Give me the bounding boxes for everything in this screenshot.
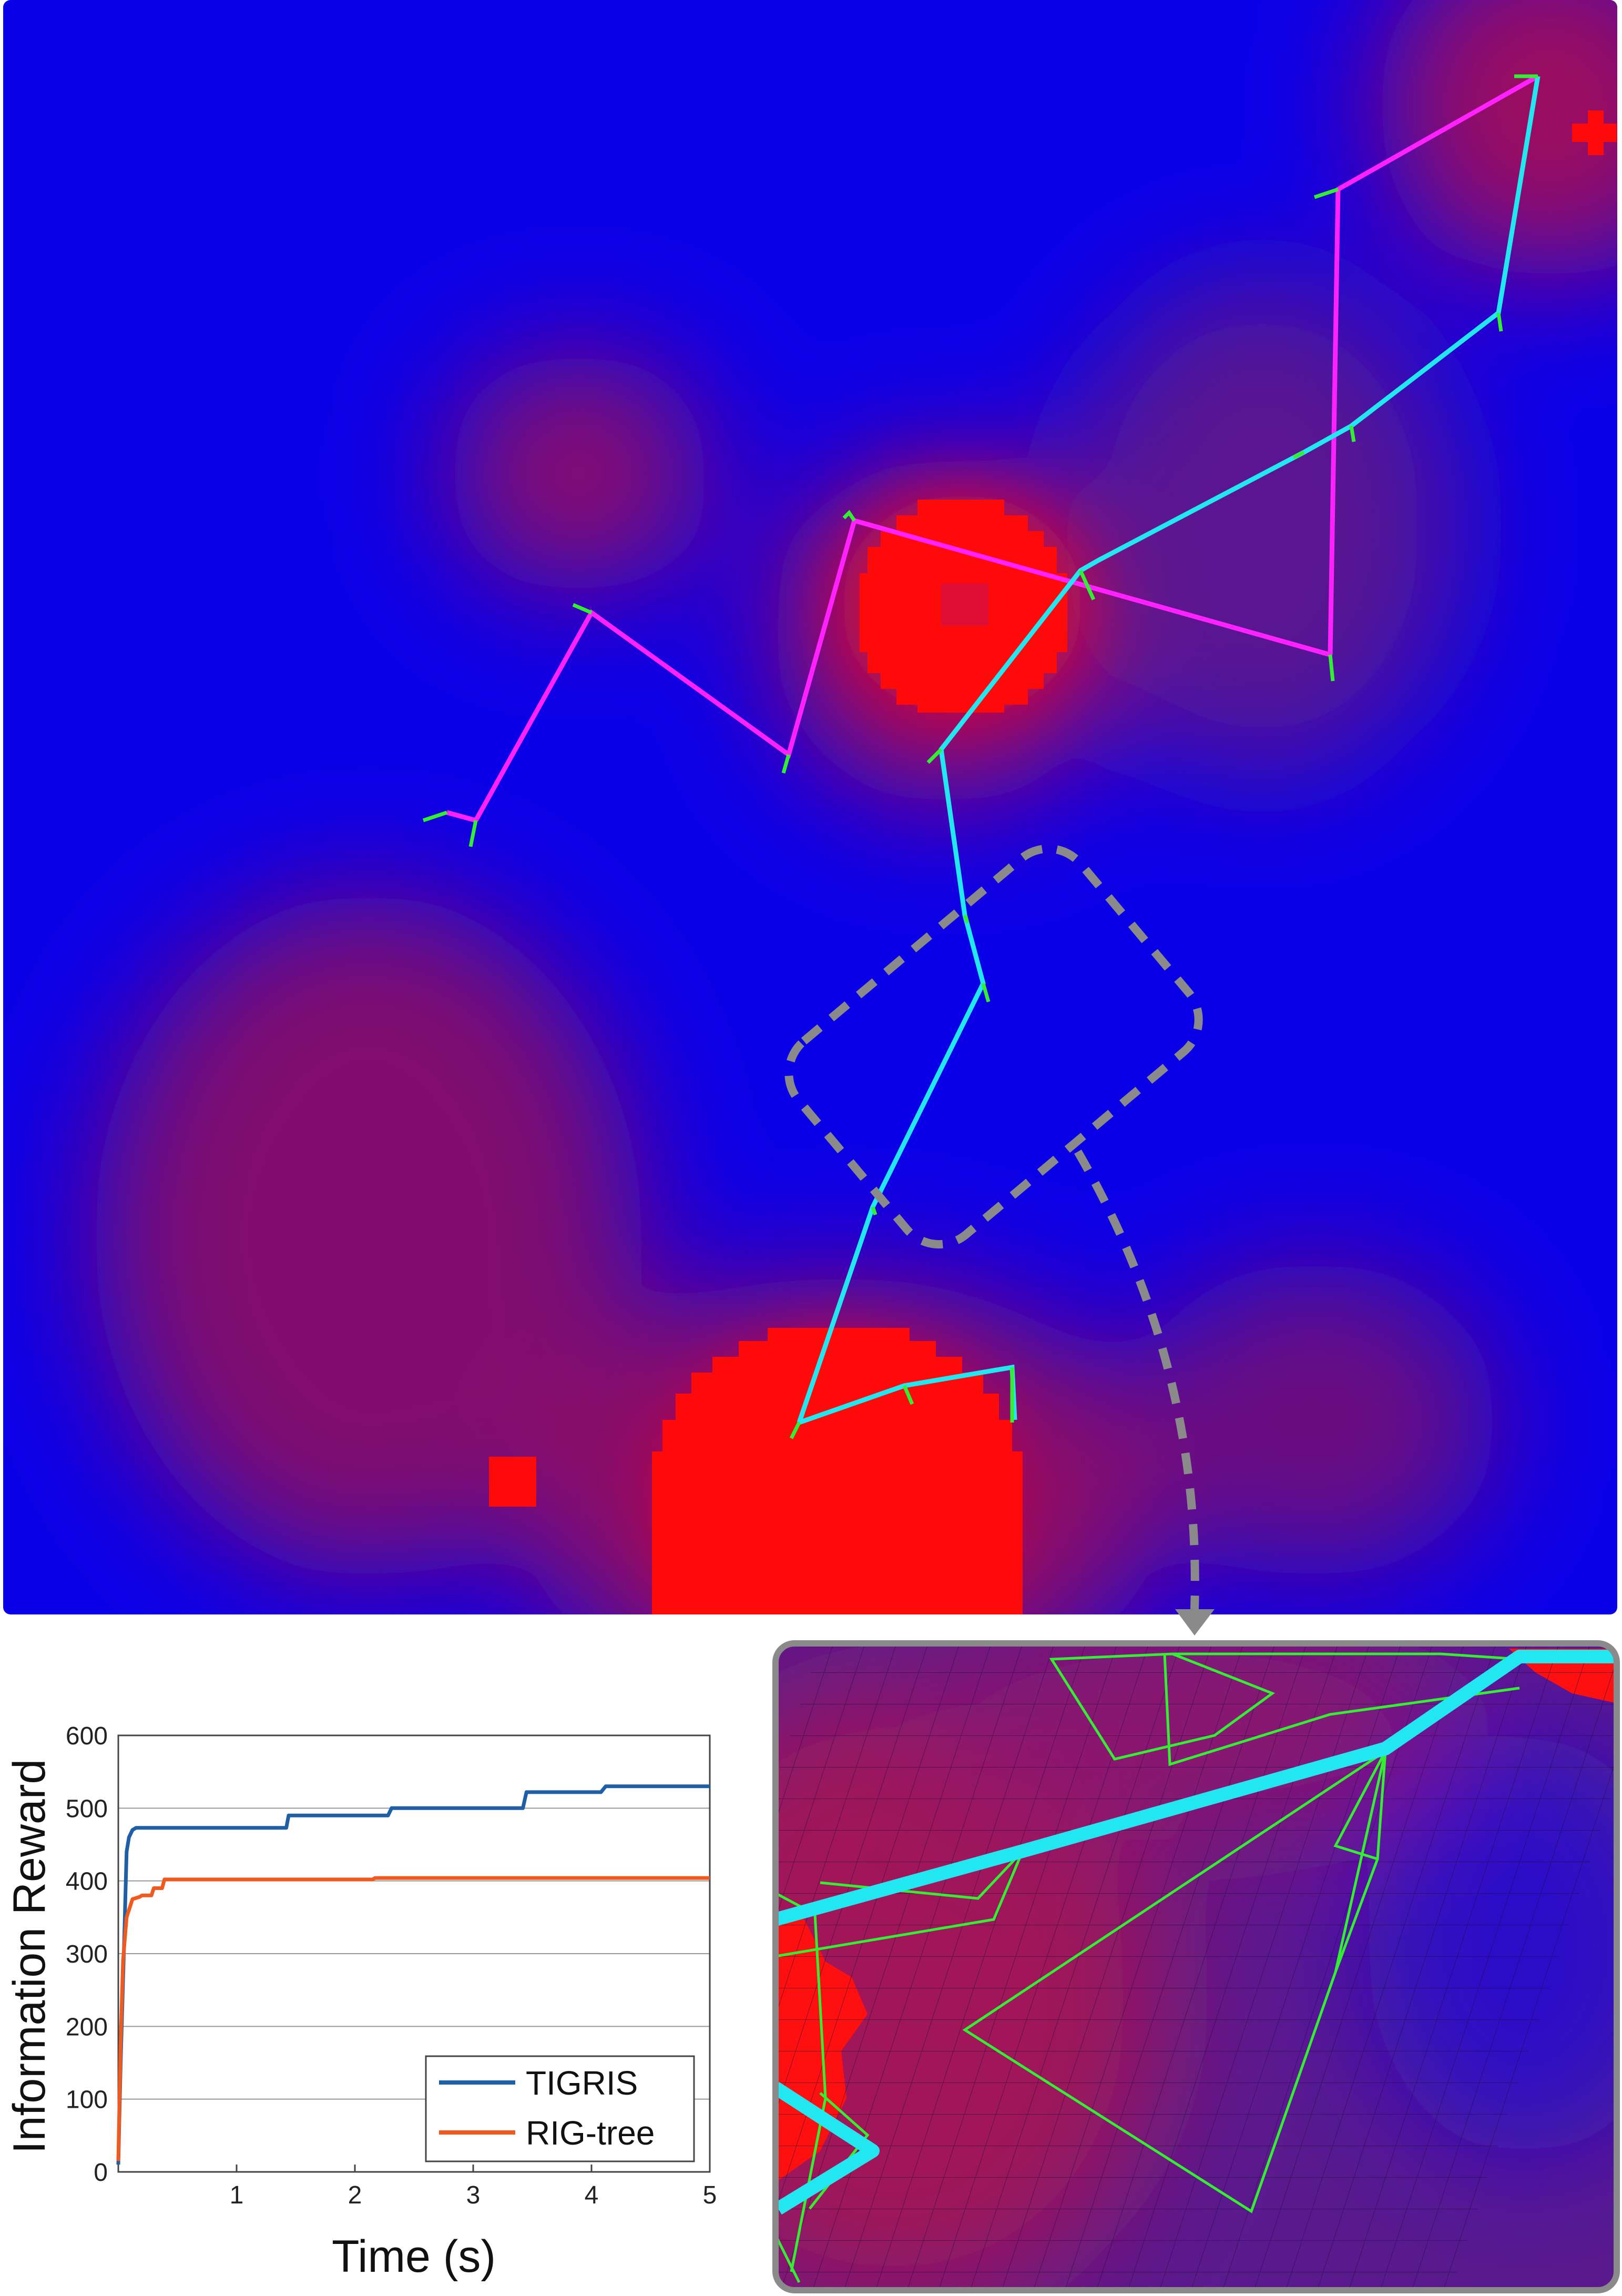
y-axis-title: Information Reward xyxy=(4,1759,55,2153)
arrow-head-icon xyxy=(1175,1609,1215,1635)
legend-label-rig-tree: RIG-tree xyxy=(526,2114,655,2152)
y-tick-label: 0 xyxy=(94,2159,108,2187)
y-tick-label: 300 xyxy=(66,1941,108,1968)
x-tick-label: 1 xyxy=(230,2181,244,2209)
legend-box xyxy=(425,2055,695,2162)
small-reward-cross xyxy=(1572,110,1617,155)
x-tick-label: 3 xyxy=(466,2181,481,2209)
small-reward-cell xyxy=(489,1457,536,1507)
chart-plot-area xyxy=(117,1734,711,2173)
series-line-rig-tree xyxy=(116,1876,710,2161)
zoom-inset xyxy=(772,1640,1620,2293)
chart-gridlines xyxy=(118,1735,710,2100)
y-tick-label: 600 xyxy=(66,1722,108,1750)
reward-chart: 1 2 3 4 5 0 100 200 300 400 500 600 Time (s) Infor… xyxy=(4,1722,717,2282)
high-reward-region xyxy=(860,500,1067,713)
chart-legend: TIGRIS RIG-tree xyxy=(425,2055,695,2162)
information-map xyxy=(3,0,1617,1614)
dashed-rounded-callout xyxy=(784,844,1203,1249)
y-tick-labels: 0 100 200 300 400 500 600 xyxy=(66,1722,108,2187)
high-reward-region xyxy=(652,1328,1023,1614)
x-tick-labels: 1 2 3 4 5 xyxy=(230,2165,717,2209)
series-line-tigris xyxy=(116,1784,710,2165)
x-tick-label: 5 xyxy=(703,2181,717,2209)
tree-edges xyxy=(422,74,1538,1439)
x-tick-label: 2 xyxy=(348,2181,362,2209)
legend-label-tigris: TIGRIS xyxy=(526,2064,638,2102)
y-tick-label: 400 xyxy=(66,1868,108,1896)
dashed-curved-arrow xyxy=(1074,1149,1199,1610)
y-tick-label: 500 xyxy=(66,1795,108,1823)
chart-series xyxy=(116,1784,710,2165)
x-axis-title: Time (s) xyxy=(332,2231,496,2282)
x-tick-label: 4 xyxy=(585,2181,599,2209)
tigris-path-3d xyxy=(776,1650,1617,1926)
y-tick-label: 200 xyxy=(66,2013,108,2041)
y-tick-label: 100 xyxy=(66,2086,108,2114)
